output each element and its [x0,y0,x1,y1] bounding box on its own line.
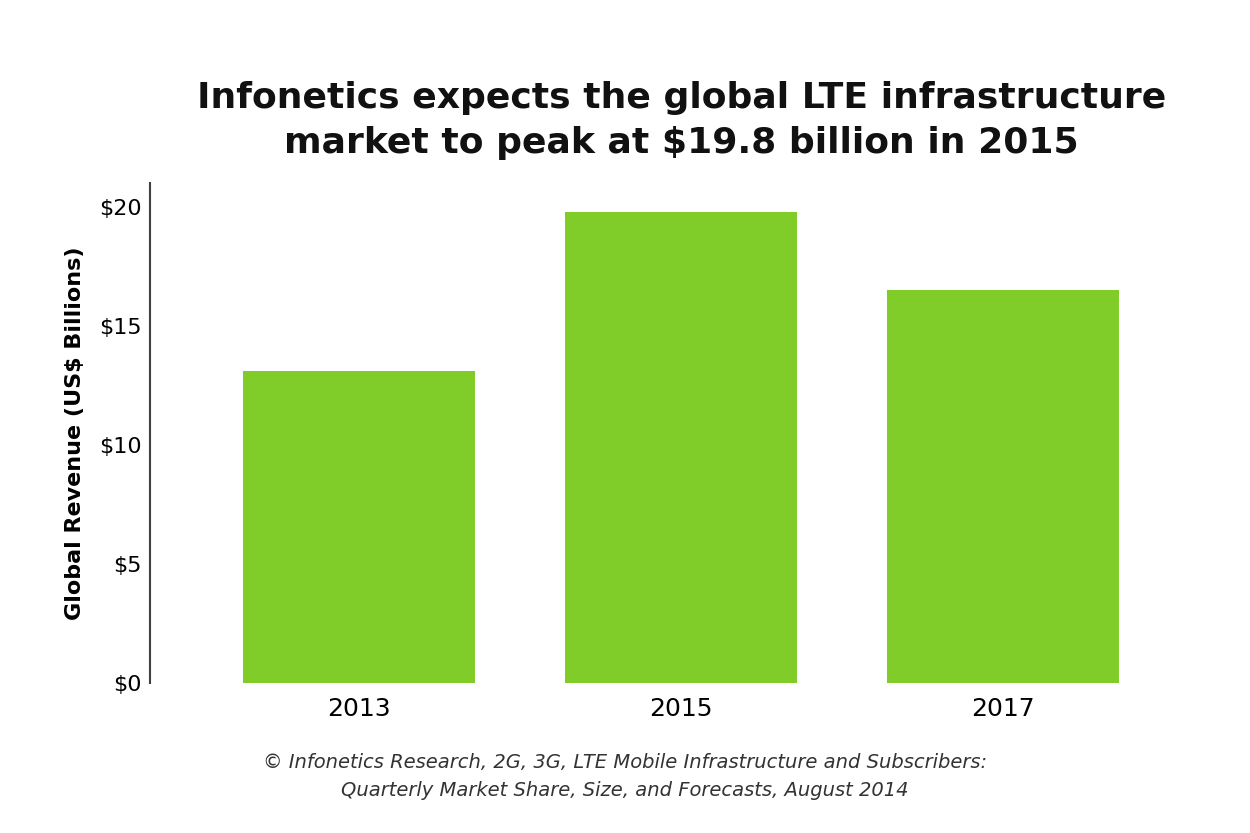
Bar [565,212,798,683]
Text: © Infonetics Research, 2G, 3G, LTE Mobile Infrastructure and Subscribers:
Quarte: © Infonetics Research, 2G, 3G, LTE Mobil… [262,753,988,800]
Y-axis label: Global Revenue (US$ Billions): Global Revenue (US$ Billions) [65,247,85,620]
Bar [888,291,1119,683]
Title: Infonetics expects the global LTE infrastructure
market to peak at $19.8 billion: Infonetics expects the global LTE infras… [196,81,1166,160]
Bar [244,372,475,683]
